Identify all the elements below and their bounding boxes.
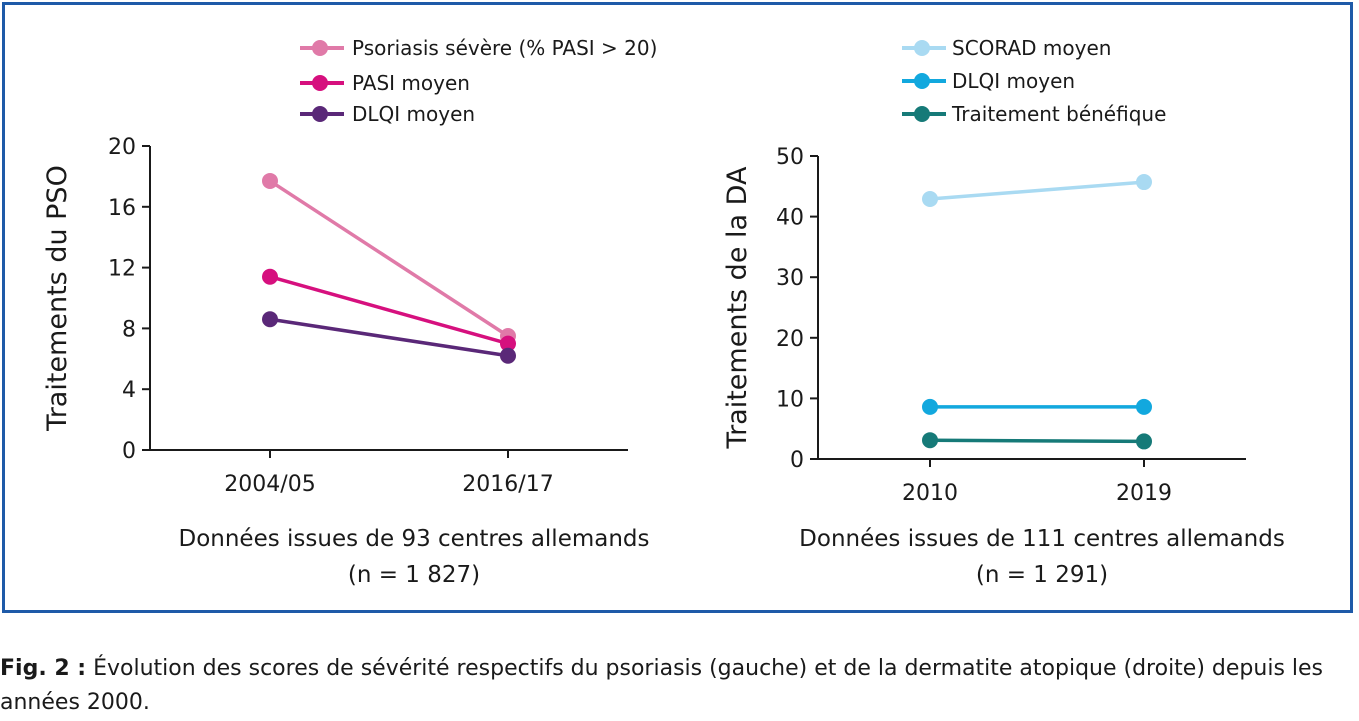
chart2-series-line-3 — [929, 438, 1145, 444]
chart2-legend-marker-1 — [914, 40, 930, 56]
chart1-series-point-1 — [262, 172, 278, 189]
caption-text: Évolution des scores de sévérité respect… — [0, 656, 1324, 715]
chart2-y-tick-label: 20 — [776, 327, 804, 352]
chart1-y-tick-label: 0 — [122, 439, 136, 464]
chart2-x-tick-label: 2019 — [1116, 481, 1172, 506]
chart2-y-tick-label: 50 — [776, 145, 804, 170]
chart1-series-line-2 — [269, 275, 509, 346]
chart1-series-point-2 — [500, 335, 516, 352]
chart2-legend-label-1: SCORAD moyen — [952, 36, 1111, 60]
chart2-y-axis-label: Traitements de la DA — [722, 166, 753, 449]
chart2-legend-label-2: DLQI moyen — [952, 69, 1075, 93]
chart1-series-line-1 — [269, 179, 509, 338]
chart2-note-line-1: Données issues de 111 centres allemands — [799, 526, 1285, 552]
chart1-series-point-3 — [500, 347, 516, 364]
chart2-series-point-3 — [922, 432, 938, 449]
chart1-x-tick-label: 2016/17 — [462, 472, 553, 497]
chart1-y-tick-label: 16 — [108, 196, 136, 221]
chart1-note-line-1: Données issues de 93 centres allemands — [178, 526, 649, 552]
chart1-legend-marker-3 — [312, 106, 328, 122]
chart2-x-tick-label: 2010 — [902, 481, 958, 506]
chart2-y-tick-label: 10 — [776, 387, 804, 412]
chart2-series-point-1 — [922, 191, 938, 208]
chart1-y-tick-label: 8 — [122, 317, 136, 342]
chart2-y-tick-label: 40 — [776, 206, 804, 231]
chart1-x-tick-label: 2004/05 — [224, 472, 315, 497]
chart2-legend-label-3: Traitement bénéfique — [951, 102, 1166, 126]
chart1-series-line-3 — [269, 317, 509, 358]
figures-svg: 0 4 8 12 16 20 2004/05 2016/17 Traitements du PS… — [42, 36, 1285, 588]
chart2-legend-marker-3 — [914, 106, 930, 122]
chart1-legend-marker-2 — [312, 75, 328, 91]
chart1-legend-label-3: DLQI moyen — [352, 102, 475, 126]
chart2-series-point-2 — [922, 398, 938, 415]
figure-caption: Fig. 2 : Évolution des scores de sévérit… — [0, 652, 1359, 720]
chart2-series-point-3 — [1136, 433, 1152, 450]
chart2-series-point-2 — [1136, 398, 1152, 415]
chart2-series-line-1 — [929, 180, 1145, 201]
chart1-y-tick-label: 12 — [108, 257, 136, 282]
chart2-y-tick-label: 30 — [776, 266, 804, 291]
chart2-y-tick-label: 0 — [790, 448, 804, 473]
chart2-series-point-1 — [1136, 174, 1152, 191]
chart1-y-tick-label: 20 — [108, 135, 136, 160]
chart1-y-axis-label: Traitements du PSO — [42, 165, 73, 432]
chart2-note-line-2: (n = 1 291) — [976, 562, 1108, 588]
caption-label: Fig. 2 : — [0, 656, 87, 681]
chart1-legend-label-1: Psoriasis sévère (% PASI > 20) — [352, 36, 657, 60]
figure-frame — [2, 2, 1353, 613]
chart1-y-tick-label: 4 — [122, 378, 136, 403]
chart1-legend-marker-1 — [312, 40, 328, 56]
chart1-series-point-3 — [262, 311, 278, 328]
chart1-legend-label-2: PASI moyen — [352, 71, 470, 95]
chart1-note-line-2: (n = 1 827) — [348, 562, 480, 588]
chart1-series-point-2 — [262, 268, 278, 285]
chart2-legend-marker-2 — [914, 73, 930, 89]
